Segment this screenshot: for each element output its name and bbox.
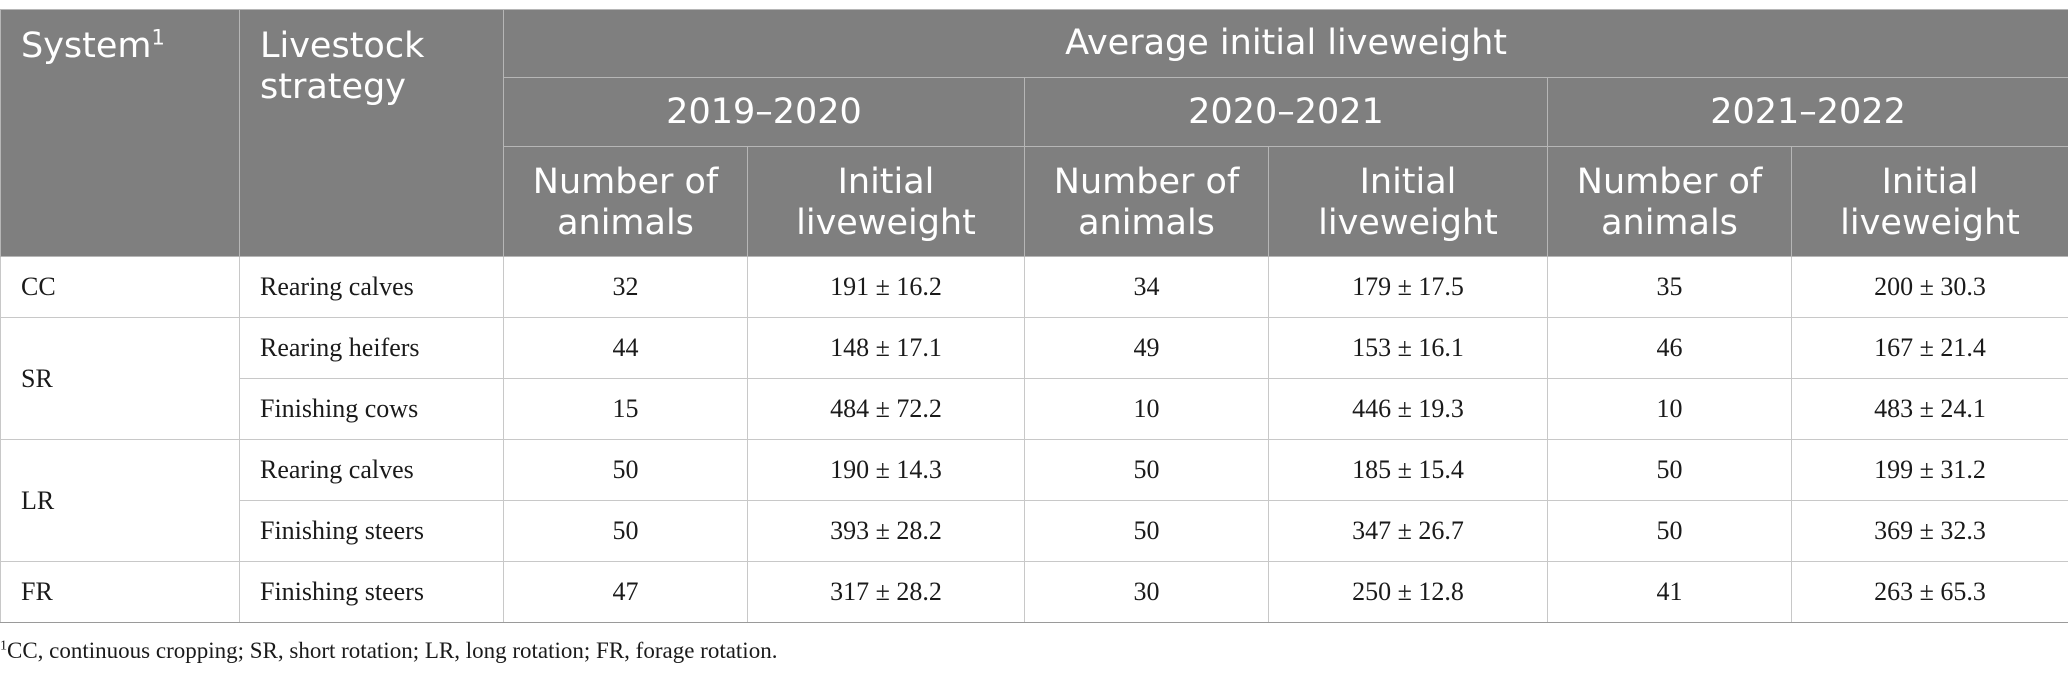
header-row-2: 2019–2020 2020–2021 2021–2022: [1, 77, 2068, 147]
header-system-footnote-marker: 1: [151, 25, 165, 50]
strategy-cell: Finishing cows: [239, 378, 504, 440]
value-cell: 153 ± 16.1: [1268, 317, 1548, 379]
value-cell: 317 ± 28.2: [747, 561, 1025, 623]
value-cell: 10: [1024, 378, 1269, 440]
header-number-line2: animals: [1601, 202, 1738, 243]
header-period-2021-2022: 2021–2022: [1546, 77, 2068, 147]
table-row: CC Rearing calves 32 191 ± 16.2 34 179 ±…: [0, 256, 2068, 318]
table-row: SR Rearing heifers 44 148 ± 17.1 49 153 …: [0, 317, 2068, 440]
header-strategy-line1: Livestock: [260, 26, 425, 66]
system-cell: SR: [0, 317, 240, 440]
value-cell: 15: [503, 378, 748, 440]
value-cell: 263 ± 65.3: [1790, 561, 2068, 623]
table-row: Finishing steers 50 393 ± 28.2 50 347 ± …: [1, 500, 2068, 562]
value-cell: 50: [1024, 500, 1269, 562]
value-cell: 46: [1547, 317, 1792, 379]
value-cell: 10: [1547, 378, 1792, 440]
table-row: Finishing cows 15 484 ± 72.2 10 446 ± 19…: [1, 378, 2068, 440]
table-row: FR Finishing steers 47 317 ± 28.2 30 250…: [0, 561, 2068, 623]
liveweight-table-container: System1 Livestock strategy Average initia…: [0, 9, 2068, 623]
value-cell: 185 ± 15.4: [1268, 439, 1548, 501]
strategy-cell: Finishing steers: [239, 561, 504, 623]
header-system-text: System: [21, 26, 152, 66]
value-cell: 250 ± 12.8: [1268, 561, 1548, 623]
header-number-line2: animals: [557, 202, 694, 243]
header-number-of-animals: Number of animals: [1547, 146, 1792, 257]
header-row-3: Number of animals Initial liveweight Numbe…: [1, 146, 2068, 257]
value-cell: 50: [1547, 439, 1792, 501]
header-period-2019-2020: 2019–2020: [503, 77, 1025, 147]
value-cell: 393 ± 28.2: [747, 500, 1025, 562]
value-cell: 50: [1024, 439, 1269, 501]
header-weight-line1: Initial: [1359, 161, 1457, 202]
system-cell: CC: [0, 256, 240, 318]
strategy-cell: Finishing steers: [239, 500, 504, 562]
header-weight-line2: liveweight: [796, 202, 976, 243]
header-strategy-line2: strategy: [260, 67, 406, 107]
liveweight-table: System1 Livestock strategy Average initia…: [0, 9, 2068, 623]
strategy-cell: Rearing calves: [239, 256, 504, 318]
header-number-of-animals: Number of animals: [503, 146, 748, 257]
value-cell: 369 ± 32.3: [1790, 500, 2068, 562]
header-livestock-strategy: Livestock strategy: [239, 9, 504, 257]
footnote-text: CC, continuous cropping; SR, short rotat…: [7, 638, 778, 663]
value-cell: 44: [503, 317, 748, 379]
value-cell: 35: [1547, 256, 1792, 318]
value-cell: 32: [503, 256, 748, 318]
table-header: System1 Livestock strategy Average initia…: [0, 9, 2068, 257]
value-cell: 50: [1547, 500, 1792, 562]
header-number-line1: Number of: [532, 161, 719, 202]
header-number-line1: Number of: [1053, 161, 1240, 202]
header-initial-liveweight: Initial liveweight: [747, 146, 1025, 257]
value-cell: 347 ± 26.7: [1268, 500, 1548, 562]
value-cell: 484 ± 72.2: [747, 378, 1025, 440]
header-average-initial-liveweight: Average initial liveweight: [502, 9, 2068, 78]
table-footnote: 1CC, continuous cropping; SR, short rota…: [0, 638, 777, 664]
value-cell: 50: [503, 500, 748, 562]
header-system: System1: [0, 9, 240, 257]
value-cell: 446 ± 19.3: [1268, 378, 1548, 440]
value-cell: 191 ± 16.2: [747, 256, 1025, 318]
header-weight-line2: liveweight: [1318, 202, 1498, 243]
value-cell: 148 ± 17.1: [747, 317, 1025, 379]
header-initial-liveweight: Initial liveweight: [1268, 146, 1548, 257]
header-row-1: System1 Livestock strategy Average initia…: [0, 9, 2068, 257]
value-cell: 179 ± 17.5: [1268, 256, 1548, 318]
system-cell: LR: [0, 439, 240, 562]
value-cell: 200 ± 30.3: [1790, 256, 2068, 318]
strategy-cell: Rearing heifers: [239, 317, 504, 379]
value-cell: 41: [1547, 561, 1792, 623]
value-cell: 167 ± 21.4: [1790, 317, 2068, 379]
table-row: LR Rearing calves 50 190 ± 14.3 50 185 ±…: [0, 439, 2068, 562]
value-cell: 483 ± 24.1: [1790, 378, 2068, 440]
strategy-cell: Rearing calves: [239, 439, 504, 501]
header-number-of-animals: Number of animals: [1024, 146, 1269, 257]
value-cell: 47: [503, 561, 748, 623]
value-cell: 199 ± 31.2: [1790, 439, 2068, 501]
header-number-line1: Number of: [1576, 161, 1763, 202]
header-weight-line2: liveweight: [1840, 202, 2020, 243]
header-period-2020-2021: 2020–2021: [1024, 77, 1548, 147]
value-cell: 49: [1024, 317, 1269, 379]
header-initial-liveweight: Initial liveweight: [1790, 146, 2068, 257]
value-cell: 30: [1024, 561, 1269, 623]
footnote-marker: 1: [0, 638, 7, 654]
header-weight-line1: Initial: [1881, 161, 1979, 202]
value-cell: 34: [1024, 256, 1269, 318]
header-number-line2: animals: [1078, 202, 1215, 243]
system-cell: FR: [0, 561, 240, 623]
value-cell: 190 ± 14.3: [747, 439, 1025, 501]
header-weight-line1: Initial: [837, 161, 935, 202]
value-cell: 50: [503, 439, 748, 501]
table-body: CC Rearing calves 32 191 ± 16.2 34 179 ±…: [0, 256, 2068, 623]
